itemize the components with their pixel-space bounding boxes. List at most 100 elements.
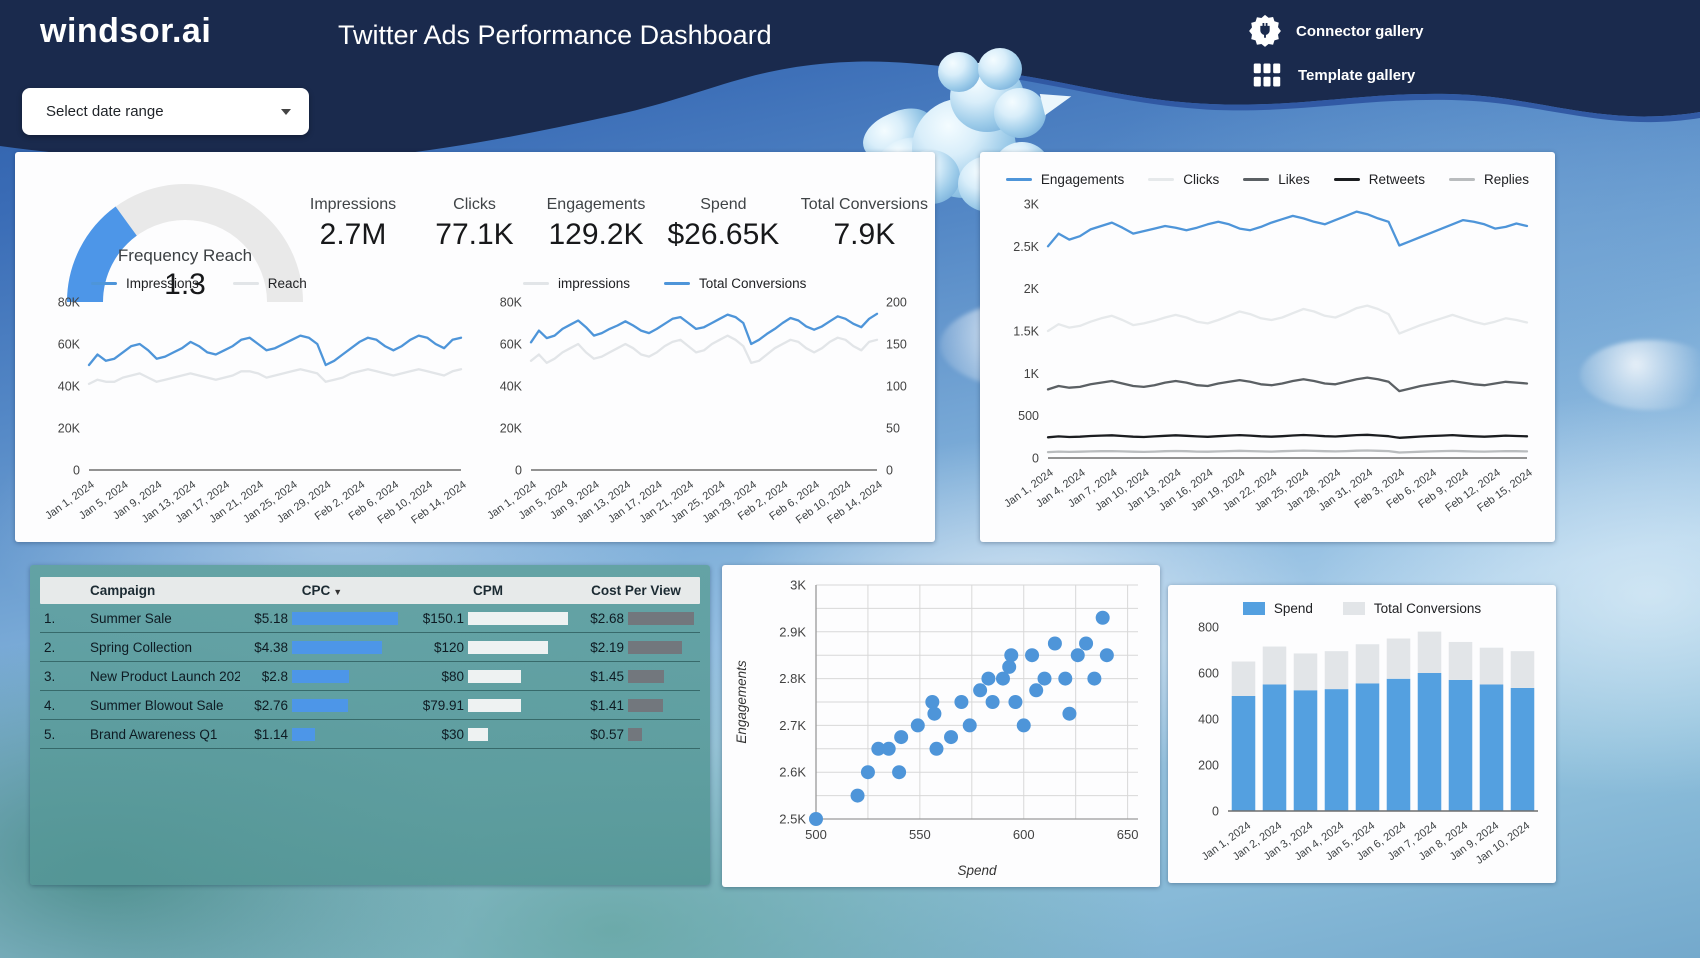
table-cell: New Product Launch 2024 [90, 668, 240, 684]
table-cell: $150.1 [422, 610, 464, 626]
scatter-panel: 2.5K 2.6K 2.7K 2.8K 2.9K 3K 500 550 600 650 Spend E… [722, 565, 1160, 887]
table-row[interactable]: 2. Spring Collection $4.38 $120 $2.19 [40, 633, 700, 662]
svg-text:800: 800 [1198, 621, 1219, 635]
legend-label: Total Conversions [1373, 600, 1482, 616]
table-cell: $1.41 [590, 697, 624, 713]
legend-item[interactable]: Total Conversions [664, 276, 806, 291]
table-cell: $30 [441, 726, 464, 742]
legend-item[interactable]: Clicks [1148, 172, 1219, 187]
campaign-table: Campaign CPC ▼ CPM Cost Per View 1. Summer… [40, 577, 700, 749]
value-bar [628, 640, 682, 654]
cpm-column-header[interactable]: CPM [473, 583, 503, 598]
engagements-vs-spend-scatter: 2.5K 2.6K 2.7K 2.8K 2.9K 3K 500 550 600 650 Spend E… [728, 571, 1154, 883]
table-row[interactable]: 5. Brand Awareness Q1 $1.14 $30 $0.57 [40, 720, 700, 749]
legend-item[interactable]: Reach [232, 275, 307, 291]
table-cell: 1. [44, 610, 56, 626]
svg-text:40K: 40K [58, 380, 81, 394]
svg-text:0: 0 [1212, 805, 1219, 819]
legend-item[interactable]: Total Conversions [1342, 600, 1482, 616]
value-bar [292, 727, 315, 741]
svg-text:200: 200 [886, 296, 907, 310]
impressions-conversions-chart: impressions Total Conversions 0 20K 40K 60K 80… [475, 272, 923, 536]
legend-swatch [91, 281, 117, 285]
engagement-metrics-panel: Engagements Clicks Likes Retweets Replies 0 50… [980, 152, 1555, 542]
svg-text:2.5K: 2.5K [1013, 240, 1039, 254]
svg-text:100: 100 [886, 380, 907, 394]
svg-text:200: 200 [1198, 759, 1219, 773]
value-bar [468, 727, 488, 741]
header-wave [0, 0, 1700, 164]
table-cell: Summer Blowout Sale [90, 697, 224, 713]
svg-text:Jan 10, 2024: Jan 10, 2024 [1474, 820, 1533, 867]
connector-gallery-link[interactable]: Connector gallery [1248, 14, 1424, 48]
legend-item[interactable]: Retweets [1333, 171, 1426, 187]
legend-label: Engagements [1040, 171, 1125, 187]
legend-swatch [1243, 177, 1270, 181]
chart-legend: Spend Total Conversions [1178, 595, 1546, 621]
legend-swatch [1342, 601, 1365, 615]
table-cell: $1.14 [254, 726, 288, 742]
svg-text:550: 550 [909, 827, 931, 842]
svg-text:3K: 3K [790, 578, 806, 593]
chart-legend: Engagements Clicks Likes Retweets Replies [994, 166, 1541, 192]
svg-text:2.9K: 2.9K [779, 624, 806, 639]
legend-item[interactable]: Replies [1449, 172, 1529, 187]
legend-swatch [1449, 177, 1476, 181]
legend-item[interactable]: Engagements [1005, 171, 1125, 187]
cloud-decoration [1580, 340, 1700, 410]
svg-text:150: 150 [886, 338, 907, 352]
scorecard-spend: Spend $26.65K [667, 196, 780, 251]
table-body: 1. Summer Sale $5.18 $150.1 $2.68 2. Spring Co… [40, 604, 700, 749]
svg-text:0: 0 [886, 464, 893, 478]
legend-label: Reach [267, 275, 307, 291]
table-cell: $2.76 [254, 697, 288, 713]
svg-text:20K: 20K [500, 422, 523, 436]
legend-label: Replies [1484, 171, 1530, 187]
value-bar [292, 698, 348, 712]
table-cell: $1.45 [590, 668, 624, 684]
table-row[interactable]: 4. Summer Blowout Sale $2.76 $79.91 $1.41 [40, 691, 700, 720]
svg-text:Spend: Spend [957, 863, 997, 878]
template-gallery-link[interactable]: Template gallery [1250, 58, 1415, 92]
table-cell: $80 [441, 668, 464, 684]
svg-text:50: 50 [886, 422, 900, 436]
table-cell: $2.19 [590, 639, 624, 655]
svg-text:2.6K: 2.6K [779, 765, 806, 780]
table-cell: 3. [44, 668, 56, 684]
table-cell: Brand Awareness Q1 [90, 726, 218, 742]
legend-item[interactable]: Impressions [91, 276, 199, 291]
engagement-lines-chart: Engagements Clicks Likes Retweets Replies 0 50… [994, 166, 1541, 530]
svg-text:650: 650 [1117, 827, 1139, 842]
legend-label: Retweets [1368, 171, 1426, 187]
legend-item[interactable]: Spend [1242, 601, 1313, 616]
table-cell: $4.38 [254, 639, 288, 655]
legend-label: Clicks [1183, 171, 1220, 187]
svg-text:20K: 20K [58, 422, 81, 436]
value-bar [468, 611, 568, 625]
value-bar [292, 611, 398, 625]
svg-text:60K: 60K [500, 338, 523, 352]
campaign-column-header[interactable]: Campaign [90, 583, 156, 598]
svg-text:1.5K: 1.5K [1013, 325, 1039, 339]
value-bar [628, 698, 663, 712]
table-cell: 5. [44, 726, 56, 742]
table-row[interactable]: 3. New Product Launch 2024 $2.8 $80 $1.45 [40, 662, 700, 691]
chart-legend: Impressions Reach [33, 272, 471, 294]
legend-item[interactable]: Likes [1243, 172, 1310, 187]
cost-per-view-column-header[interactable]: Cost Per View [591, 583, 681, 598]
legend-item[interactable]: impressions [523, 276, 630, 291]
table-header-row: Campaign CPC ▼ CPM Cost Per View [40, 577, 700, 604]
date-range-selector[interactable]: Select date range [22, 88, 309, 135]
campaign-table-panel: Campaign CPC ▼ CPM Cost Per View 1. Summer… [30, 565, 710, 885]
svg-text:60K: 60K [58, 338, 81, 352]
table-row[interactable]: 1. Summer Sale $5.18 $150.1 $2.68 [40, 604, 700, 633]
gauge-value: 1.3 [164, 268, 206, 301]
svg-text:2.5K: 2.5K [779, 812, 806, 827]
cpc-column-header[interactable]: CPC ▼ [301, 583, 343, 598]
value-bar [628, 611, 694, 625]
legend-swatch [232, 281, 259, 285]
legend-label: Likes [1278, 171, 1310, 187]
table-cell: $2.8 [261, 668, 288, 684]
svg-text:Feb 14, 2024: Feb 14, 2024 [825, 479, 885, 527]
chart-legend: impressions Total Conversions [475, 272, 923, 294]
